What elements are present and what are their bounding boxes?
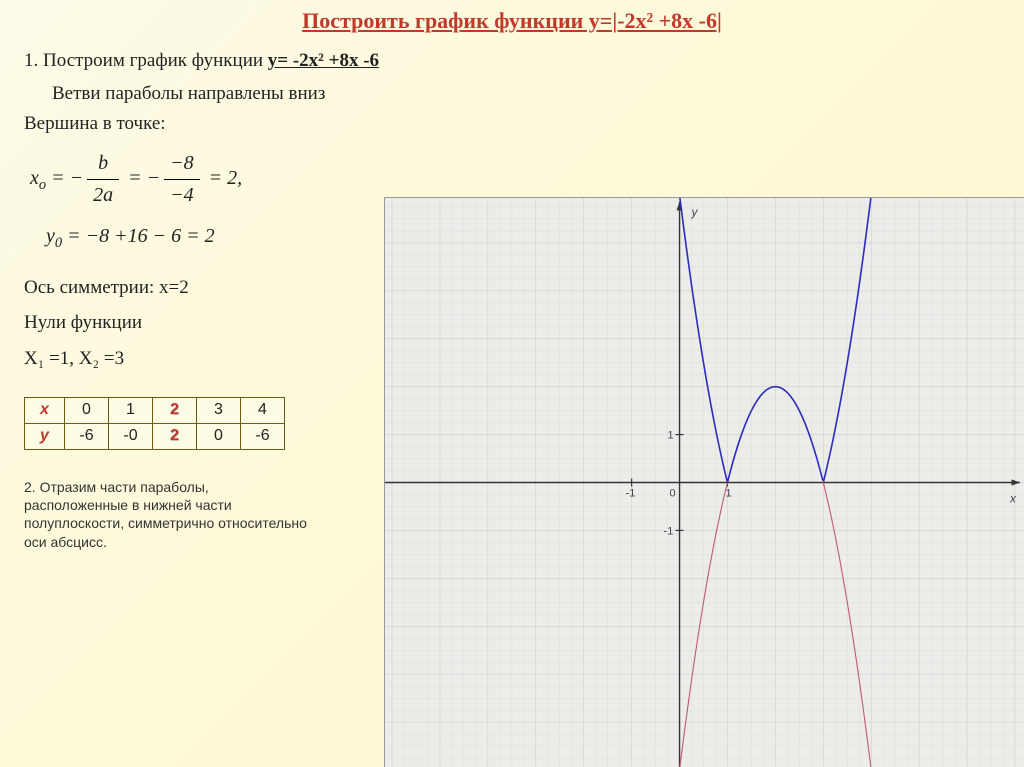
table-cell: 1: [109, 397, 153, 423]
y0-var: y: [46, 225, 55, 247]
step1-prefix: 1. Построим график функции: [24, 50, 268, 71]
svg-text:-1: -1: [664, 525, 674, 537]
page-title: Построить график функции у=|-2х² +8х -6|: [0, 0, 1024, 34]
svg-text:0: 0: [670, 487, 676, 499]
y0-expr: = −8 +16 − 6 = 2: [62, 225, 214, 247]
table-cell: 4: [241, 397, 285, 423]
x0-sub: o: [39, 177, 46, 193]
step1-line: 1. Построим график функции у= -2х² +8х -…: [24, 46, 1000, 75]
svg-text:1: 1: [725, 487, 731, 499]
value-table: x01234 y-6-020-6: [24, 397, 285, 450]
table-row-x: x01234: [25, 397, 285, 423]
table-cell: 0: [65, 397, 109, 423]
x0-var: x: [30, 167, 39, 189]
y0-sub: 0: [55, 235, 62, 251]
reflect-note: 2. Отразим части параболы, расположенные…: [24, 478, 314, 551]
svg-text:x: x: [1009, 491, 1017, 505]
row-x-head: x: [25, 397, 65, 423]
table-cell: 2: [153, 423, 197, 449]
svg-text:y: y: [691, 205, 699, 219]
branches-line: Ветви параболы направлены вниз: [24, 79, 1000, 108]
step1-formula: у= -2х² +8х -6: [268, 50, 379, 71]
frac-2a: 2a: [87, 180, 119, 211]
svg-text:1: 1: [668, 430, 674, 442]
table-cell: 3: [197, 397, 241, 423]
chart-area: y x 1 1 0 -1 -1: [384, 197, 1024, 767]
table-cell: -0: [109, 423, 153, 449]
chart-svg: y x 1 1 0 -1 -1: [385, 198, 1024, 767]
table-cell: 0: [197, 423, 241, 449]
table-cell: -6: [241, 423, 285, 449]
frac-neg4: −4: [164, 180, 200, 211]
vertex-label: Вершина в точке:: [24, 109, 1000, 138]
frac-neg8: −8: [164, 148, 200, 180]
svg-text:-1: -1: [626, 487, 636, 499]
table-row-y: y-6-020-6: [25, 423, 285, 449]
x0-result: = 2,: [209, 167, 243, 189]
table-cell: -6: [65, 423, 109, 449]
frac-b: b: [87, 148, 119, 180]
row-y-head: y: [25, 423, 65, 449]
table-cell: 2: [153, 397, 197, 423]
